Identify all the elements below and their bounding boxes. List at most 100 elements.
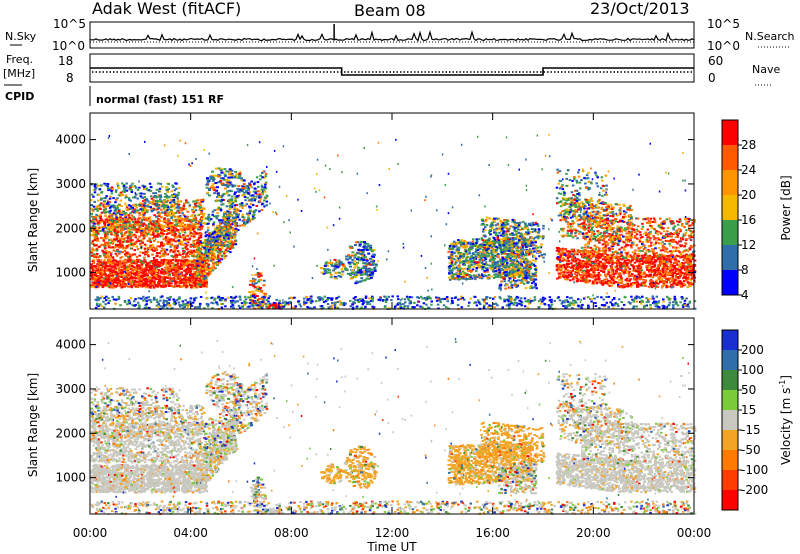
- scatter-point: [131, 191, 134, 193]
- scatter-point: [198, 280, 201, 282]
- scatter-point: [211, 254, 214, 256]
- scatter-point: [221, 242, 224, 244]
- scatter-point: [247, 192, 250, 194]
- scatter-point: [175, 271, 178, 273]
- scatter-point: [253, 196, 256, 198]
- scatter-point: [90, 263, 93, 265]
- scatter-point: [326, 271, 329, 273]
- scatter-point: [149, 183, 152, 185]
- scatter-point: [139, 267, 142, 269]
- scatter-point: [481, 268, 484, 270]
- scatter-point: [118, 270, 121, 272]
- scatter-point: [249, 284, 252, 286]
- scatter-point: [218, 200, 221, 202]
- scatter-point: [156, 200, 159, 202]
- scatter-point: [106, 244, 109, 246]
- scatter-point: [191, 210, 194, 212]
- scatter-point: [131, 265, 134, 267]
- scatter-point: [138, 236, 141, 238]
- scatter-point: [179, 223, 182, 225]
- scatter-point: [113, 241, 116, 243]
- scatter-point: [184, 274, 187, 276]
- scatter-point: [127, 241, 130, 243]
- scatter-point: [137, 189, 140, 191]
- scatter-point: [184, 232, 187, 234]
- scatter-point: [171, 185, 174, 187]
- scatter-point: [211, 240, 214, 242]
- scatter-point: [183, 244, 186, 246]
- scatter-point: [139, 225, 142, 227]
- scatter-point: [332, 265, 335, 267]
- scatter-point: [187, 265, 190, 267]
- scatter-point: [120, 233, 123, 235]
- scatter-point: [191, 223, 194, 225]
- scatter-point: [144, 284, 147, 286]
- scatter-point: [238, 173, 241, 175]
- scatter-point: [185, 283, 188, 285]
- scatter-point: [156, 286, 159, 288]
- scatter-point: [134, 249, 137, 251]
- scatter-point: [175, 278, 178, 280]
- scatter-point: [136, 231, 139, 233]
- scatter-point: [107, 267, 110, 269]
- scatter-point: [125, 255, 128, 257]
- scatter-point: [110, 206, 113, 208]
- scatter-point: [95, 216, 98, 218]
- scatter-point: [120, 276, 123, 278]
- scatter-point: [95, 231, 98, 233]
- scatter-point: [371, 275, 374, 277]
- scatter-point: [323, 268, 326, 270]
- scatter-point: [196, 285, 199, 287]
- scatter-point: [100, 230, 103, 232]
- scatter-point: [208, 264, 211, 266]
- scatter-point: [261, 192, 264, 194]
- scatter-point: [183, 280, 186, 282]
- scatter-point: [96, 210, 99, 212]
- scatter-point: [193, 259, 196, 261]
- scatter-point: [160, 183, 163, 185]
- scatter-point: [215, 262, 218, 264]
- scatter-point: [190, 271, 193, 273]
- scatter-point: [237, 214, 240, 216]
- scatter-point: [105, 270, 108, 272]
- scatter-point: [115, 189, 118, 191]
- scatter-point: [174, 216, 177, 218]
- scatter-point: [132, 277, 135, 279]
- scatter-point: [360, 253, 363, 255]
- scatter-point: [172, 224, 175, 226]
- scatter-point: [181, 241, 184, 243]
- scatter-point: [129, 219, 132, 221]
- scatter-point: [197, 257, 200, 259]
- scatter-point: [155, 209, 158, 211]
- scatter-point: [96, 280, 99, 282]
- scatter-point: [166, 200, 169, 202]
- scatter-point: [353, 261, 356, 263]
- scatter-point: [370, 261, 373, 263]
- scatter-point: [151, 277, 154, 279]
- scatter-point: [372, 256, 375, 258]
- scatter-point: [167, 183, 170, 185]
- scatter-point: [228, 213, 231, 215]
- scatter-point: [137, 198, 140, 200]
- scatter-point: [108, 279, 111, 281]
- scatter-point: [225, 216, 228, 218]
- scatter-point: [178, 267, 181, 269]
- scatter-point: [194, 219, 197, 221]
- scatter-point: [156, 252, 159, 254]
- scatter-point: [103, 259, 106, 261]
- scatter-point: [97, 259, 100, 261]
- scatter-point: [250, 181, 253, 183]
- scatter-point: [185, 199, 188, 201]
- scatter-point: [215, 168, 218, 170]
- scatter-point: [109, 198, 112, 200]
- scatter-point: [185, 225, 188, 227]
- scatter-point: [120, 205, 123, 207]
- scatter-point: [164, 277, 167, 279]
- scatter-point: [181, 263, 184, 265]
- scatter-point: [373, 267, 376, 269]
- scatter-point: [99, 280, 102, 282]
- scatter-point: [320, 267, 323, 269]
- scatter-point: [367, 253, 370, 255]
- scatter-point: [220, 227, 223, 229]
- scatter-point: [187, 216, 190, 218]
